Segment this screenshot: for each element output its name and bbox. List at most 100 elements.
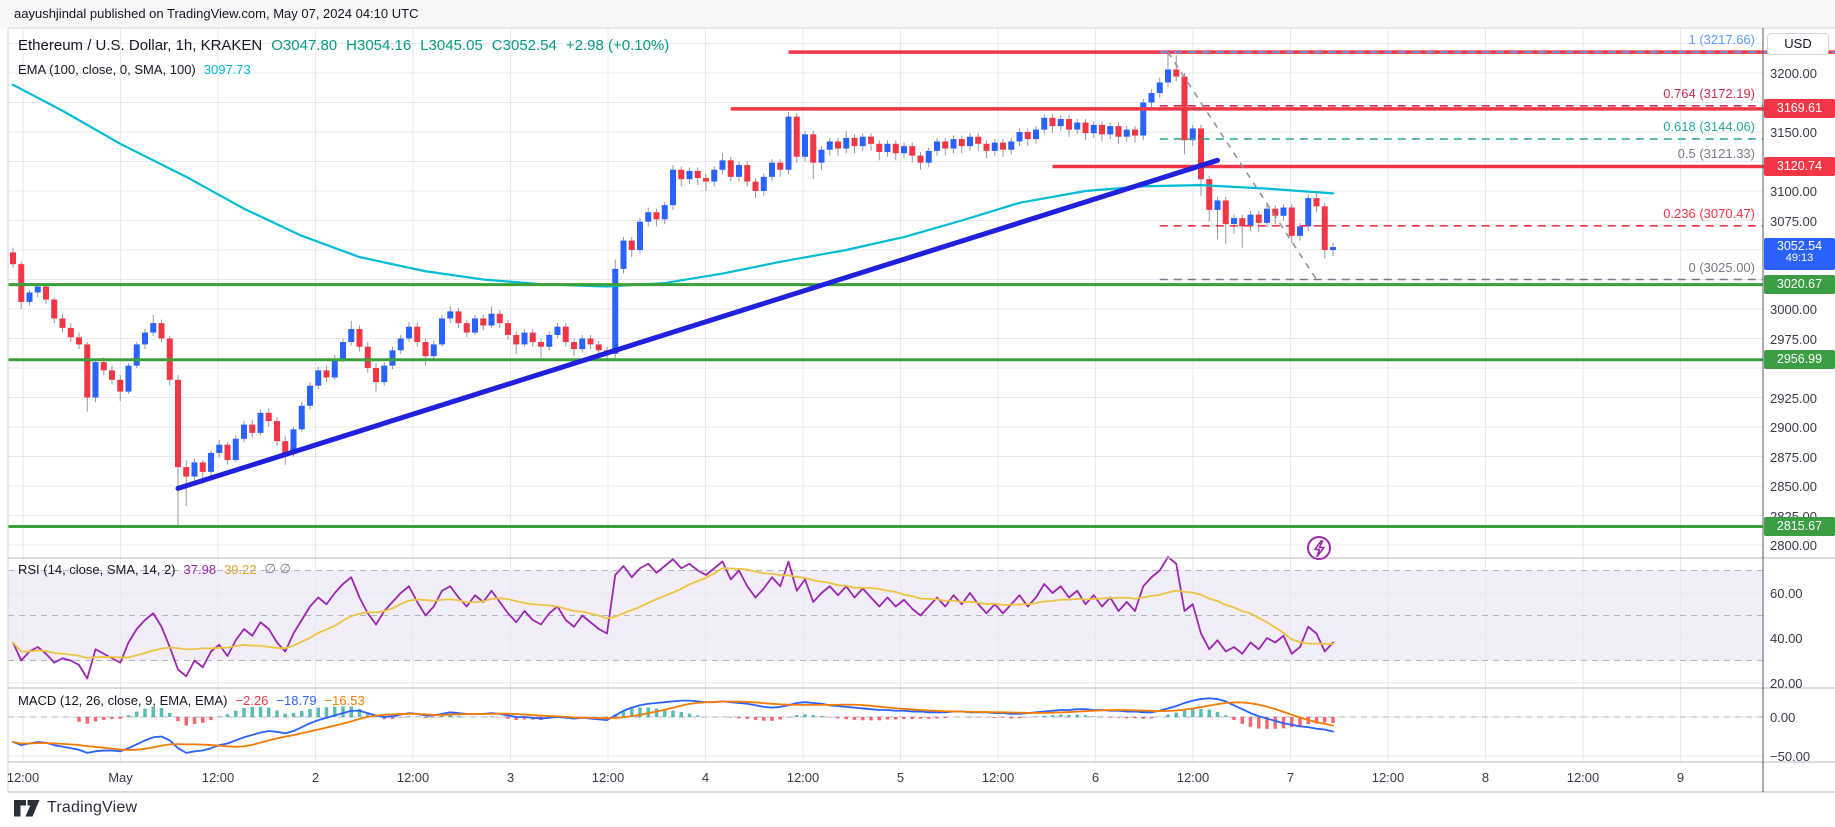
candle-body <box>579 338 586 350</box>
candle-body <box>323 370 330 378</box>
candle-body <box>1280 207 1287 216</box>
fib-level-label: 1 (3217.66) <box>1688 32 1756 48</box>
fib-level-label: 0.618 (3144.06) <box>1663 119 1755 134</box>
candle-body <box>1041 117 1048 130</box>
time-axis-label: 12:00 <box>591 770 625 785</box>
candle-body <box>686 170 693 180</box>
candle-body <box>538 342 544 347</box>
candle-body <box>59 318 66 328</box>
price-tick-label: 2850.00 <box>1770 479 1817 494</box>
price-axis-badge: 3020.67 <box>1764 275 1835 295</box>
candle-body <box>917 155 924 163</box>
candle-body <box>628 240 635 250</box>
candle-body <box>670 169 676 206</box>
ema-legend[interactable]: EMA (100, close, 0, SMA, 100) 3097.73 <box>18 62 251 77</box>
time-axis-label: 12:00 <box>1371 770 1405 785</box>
symbol-legend[interactable]: Ethereum / U.S. Dollar, 1h, KRAKEN O3047… <box>18 37 669 54</box>
candle-body <box>232 438 239 461</box>
candle-body <box>1231 218 1237 225</box>
candle-body <box>1305 198 1312 227</box>
candle-body <box>84 344 91 398</box>
candle-body <box>1024 132 1031 140</box>
candle-body <box>282 441 289 453</box>
candle-body <box>1082 122 1089 134</box>
candle-body <box>785 116 792 170</box>
candle-body <box>216 444 223 453</box>
macd-tick-label: −50.00 <box>1770 749 1811 764</box>
candle-body <box>67 327 74 338</box>
candle-body <box>703 178 709 182</box>
candle-body <box>818 149 825 163</box>
candle-body <box>265 412 272 422</box>
candle-body <box>100 362 107 371</box>
candle-body <box>967 136 973 147</box>
time-axis-label: 12:00 <box>201 770 235 785</box>
candle-body <box>199 462 206 472</box>
macd-signal-line <box>12 700 1334 751</box>
candle-body <box>843 137 850 149</box>
candle-body <box>1189 128 1196 141</box>
candle-body <box>769 162 775 177</box>
time-axis-label: 9 <box>1676 770 1685 785</box>
ema-line <box>11 83 1335 288</box>
candle-body <box>422 342 429 357</box>
candle-body <box>224 444 231 461</box>
candle-body <box>637 221 643 250</box>
time-axis-label: 6 <box>1091 770 1100 785</box>
candle-body <box>150 323 157 333</box>
candle-body <box>1222 200 1229 225</box>
lightning-icon-bolt <box>1314 540 1325 558</box>
candle-body <box>340 342 346 359</box>
candle-body <box>257 412 264 433</box>
candle-body <box>133 344 140 366</box>
time-axis-label: 12:00 <box>6 770 40 785</box>
candle-body <box>10 252 16 265</box>
candle-body <box>488 313 495 326</box>
candle-body <box>183 467 190 477</box>
candle-body <box>373 368 379 383</box>
candle-body <box>1239 218 1246 227</box>
price-axis-badge: 3169.61 <box>1764 99 1835 119</box>
candle-body <box>694 170 701 179</box>
candle-body <box>455 311 462 324</box>
candle-body <box>331 358 338 378</box>
candle-body <box>43 286 49 300</box>
rsi-legend-label: RSI (14, close, SMA, 14, 2) <box>18 561 176 577</box>
candle-body <box>34 286 41 293</box>
candle-body <box>125 365 132 392</box>
candle-body <box>950 139 957 149</box>
price-tick-label: 2875.00 <box>1770 449 1817 465</box>
currency-unit-button[interactable]: USD <box>1767 33 1829 55</box>
candle-body <box>1132 129 1138 136</box>
rsi-tick-label: 60.00 <box>1770 586 1803 601</box>
candle-body <box>1321 206 1328 250</box>
candle-body <box>760 176 767 191</box>
candle-body <box>777 162 784 170</box>
candle-body <box>463 323 470 333</box>
candle-body <box>991 142 998 151</box>
candle-body <box>1000 142 1006 150</box>
candle-body <box>1313 198 1320 207</box>
rsi-sma-value: 39.22 <box>224 561 257 577</box>
candle-body <box>1008 141 1015 150</box>
fib-diagonal-line <box>1167 51 1318 280</box>
fib-level-label: 0 (3025.00) <box>1688 259 1756 275</box>
rsi-legend[interactable]: RSI (14, close, SMA, 14, 2) 37.98 39.22 … <box>18 561 291 577</box>
candle-body <box>958 139 965 147</box>
price-axis-badge: 2815.67 <box>1764 517 1835 536</box>
time-axis-label: 2 <box>311 770 320 785</box>
candle-body <box>1255 214 1262 223</box>
macd-legend[interactable]: MACD (12, 26, close, 9, EMA, EMA) −2.26 … <box>18 693 365 708</box>
tradingview-watermark[interactable]: TradingView <box>14 799 137 817</box>
ohlc-open: O3047.80 <box>271 37 338 54</box>
candle-body <box>430 344 437 357</box>
candle-body <box>1074 122 1081 130</box>
candle-body <box>356 329 363 347</box>
candle-body <box>571 342 577 350</box>
time-axis-label: May <box>108 770 133 785</box>
trendline <box>175 157 1220 491</box>
price-axis-badge: 3120.74 <box>1764 157 1835 177</box>
candle-body <box>1247 214 1254 227</box>
candle-body <box>711 169 718 182</box>
